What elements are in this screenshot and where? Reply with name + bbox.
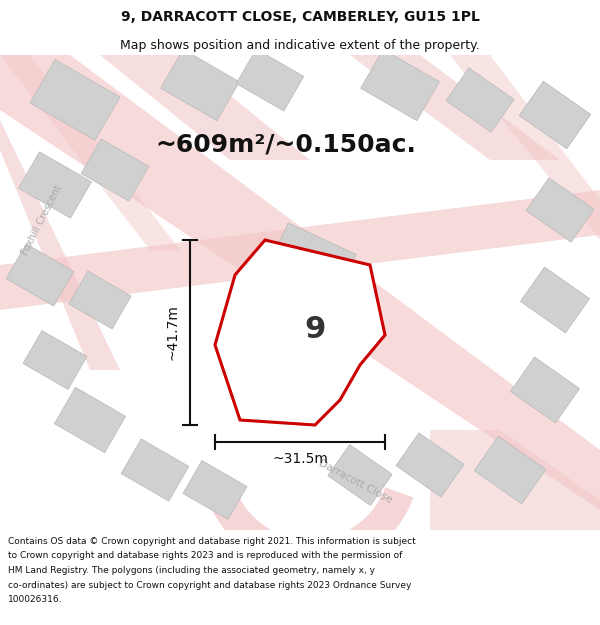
Text: to Crown copyright and database rights 2023 and is reproduced with the permissio: to Crown copyright and database rights 2… — [8, 551, 403, 561]
Polygon shape — [215, 240, 385, 425]
Polygon shape — [446, 68, 514, 132]
Text: ~609m²/~0.150ac.: ~609m²/~0.150ac. — [155, 133, 416, 157]
Polygon shape — [526, 178, 594, 242]
Text: HM Land Registry. The polygons (including the associated geometry, namely x, y: HM Land Registry. The polygons (includin… — [8, 566, 375, 575]
Text: 9: 9 — [304, 316, 326, 344]
Text: ~31.5m: ~31.5m — [272, 452, 328, 466]
Polygon shape — [55, 388, 125, 452]
Text: ~41.7m: ~41.7m — [166, 304, 180, 361]
Polygon shape — [520, 267, 590, 333]
Text: Contains OS data © Crown copyright and database right 2021. This information is : Contains OS data © Crown copyright and d… — [8, 537, 416, 546]
Polygon shape — [474, 436, 546, 504]
Text: co-ordinates) are subject to Crown copyright and database rights 2023 Ordnance S: co-ordinates) are subject to Crown copyr… — [8, 581, 412, 589]
Polygon shape — [519, 81, 591, 149]
Polygon shape — [183, 461, 247, 519]
Polygon shape — [69, 271, 131, 329]
Text: Foxhill Crescent: Foxhill Crescent — [20, 183, 64, 257]
Polygon shape — [350, 55, 560, 160]
Polygon shape — [161, 49, 239, 121]
Polygon shape — [511, 357, 580, 423]
Polygon shape — [23, 331, 87, 389]
Polygon shape — [0, 120, 120, 370]
Polygon shape — [6, 244, 74, 306]
Polygon shape — [19, 152, 91, 218]
Polygon shape — [0, 55, 180, 250]
Polygon shape — [30, 59, 120, 141]
Polygon shape — [450, 55, 600, 240]
Polygon shape — [430, 430, 600, 530]
Polygon shape — [81, 139, 149, 201]
Polygon shape — [396, 433, 464, 497]
Polygon shape — [264, 223, 356, 307]
Polygon shape — [236, 49, 304, 111]
Polygon shape — [206, 488, 413, 570]
Polygon shape — [0, 55, 600, 510]
Text: 9, DARRACOTT CLOSE, CAMBERLEY, GU15 1PL: 9, DARRACOTT CLOSE, CAMBERLEY, GU15 1PL — [121, 10, 479, 24]
Text: 100026316.: 100026316. — [8, 595, 62, 604]
Polygon shape — [121, 439, 189, 501]
Polygon shape — [0, 190, 600, 310]
Polygon shape — [328, 444, 392, 506]
Text: Map shows position and indicative extent of the property.: Map shows position and indicative extent… — [120, 39, 480, 51]
Polygon shape — [100, 55, 310, 160]
Polygon shape — [361, 49, 439, 121]
Text: Darracott Close: Darracott Close — [317, 458, 394, 506]
